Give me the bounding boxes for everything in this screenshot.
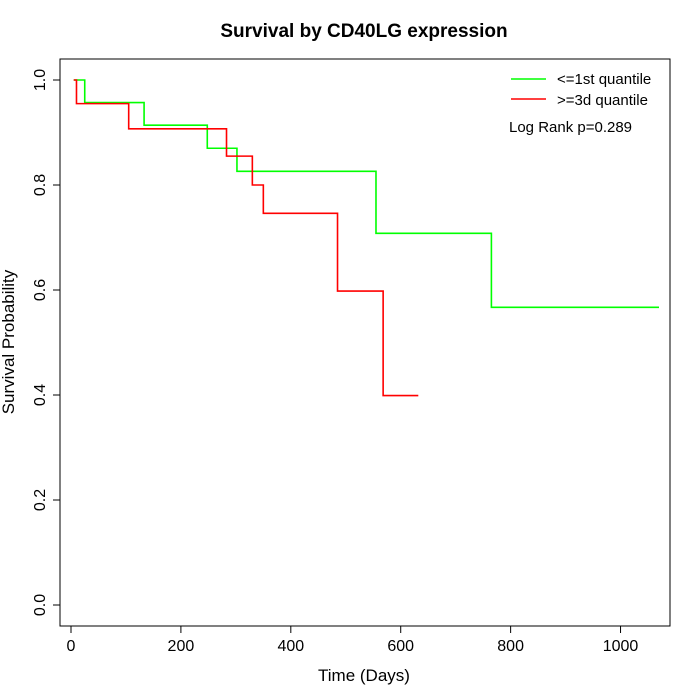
x-axis-label: Time (Days) [318,666,410,685]
legend: <=1st quantile >=3d quantile [511,71,651,109]
log-rank-annotation: Log Rank p=0.289 [509,119,632,136]
x-tick-label: 0 [67,638,76,655]
y-tick-label: 0.2 [32,489,49,511]
survival-curve-high [73,79,419,397]
y-tick-label: 0.4 [32,384,49,406]
y-tick-label: 0.0 [32,594,49,616]
x-axis: 0 200 400 600 800 1000 [67,626,639,655]
x-tick-label: 600 [387,638,414,655]
y-tick-label: 1.0 [32,69,49,91]
survival-curve-low [73,79,660,309]
x-tick-label: 200 [168,638,195,655]
legend-label-low: <=1st quantile [557,71,651,88]
legend-label-high: >=3d quantile [557,92,648,109]
y-tick-label: 0.6 [32,279,49,301]
x-tick-label: 1000 [603,638,639,655]
chart-title: Survival by CD40LG expression [220,21,507,42]
x-tick-label: 800 [497,638,524,655]
x-tick-label: 400 [277,638,304,655]
y-axis-label: Survival Probability [0,269,18,414]
y-tick-label: 0.8 [32,174,49,196]
survival-curves [73,79,660,397]
plot-frame [59,58,671,627]
y-axis: 0.0 0.2 0.4 0.6 0.8 1.0 [32,69,60,616]
